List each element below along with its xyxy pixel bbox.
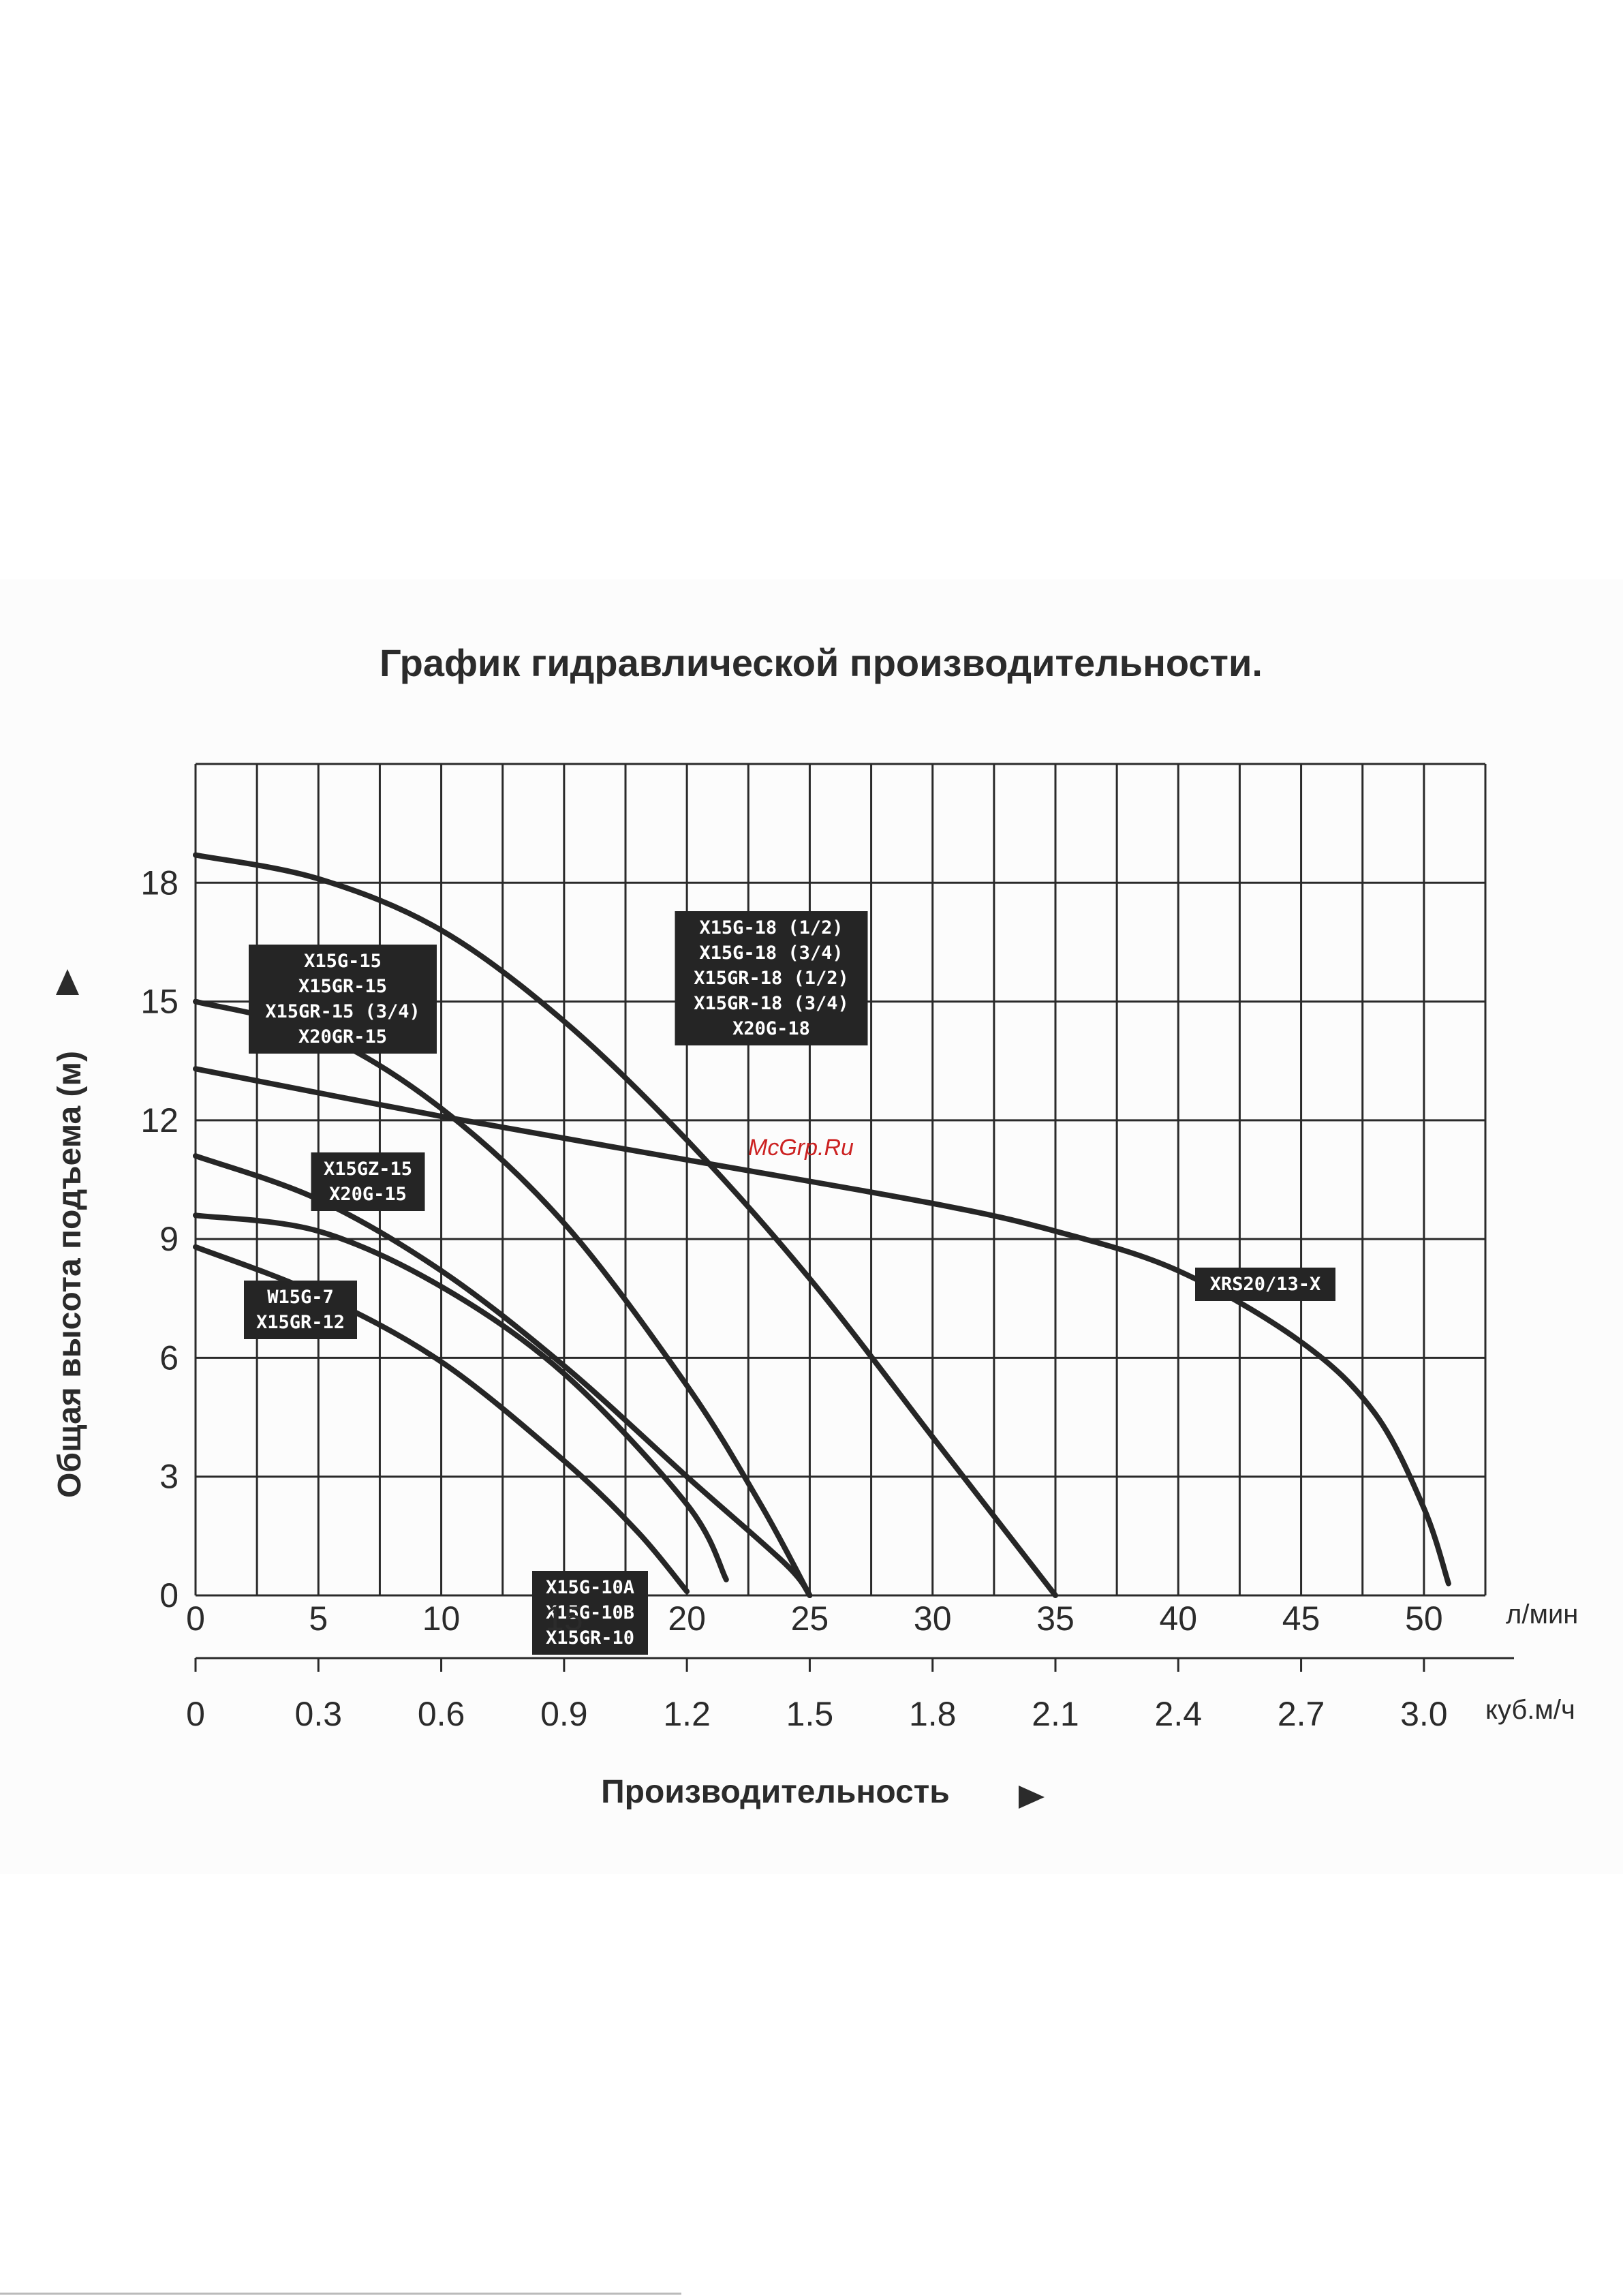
- series-label-text: X15GR-15 (3/4): [265, 1001, 420, 1022]
- y-tick-label: 12: [140, 1101, 179, 1139]
- y-axis-arrow-icon: [56, 969, 79, 995]
- x-tick-label: 50: [1405, 1599, 1443, 1638]
- x2-tick-label: 2.1: [1032, 1695, 1079, 1733]
- y-axis-title: Общая высота подъема (м): [52, 1051, 88, 1498]
- series-label-4: X15G-10A X15G-10B X15GR-10: [532, 1571, 648, 1655]
- x2-tick-label: 2.7: [1278, 1695, 1325, 1733]
- x2-tick-label: 1.5: [786, 1695, 834, 1733]
- chart-panel: График гидравлической производительности…: [0, 579, 1623, 1874]
- series-label-text: X15G-18 (1/2): [699, 917, 843, 938]
- series-label-text: X20GR-15: [298, 1026, 387, 1047]
- series-label-text: X15GR-12: [256, 1312, 345, 1333]
- series-label-0: X15G-18 (1/2) X15G-18 (3/4) X15GR-18 (1/2)…: [675, 911, 868, 1045]
- x-tick-label: 10: [422, 1599, 461, 1638]
- x-tick-label: 40: [1159, 1599, 1197, 1638]
- y-tick-label: 15: [140, 983, 179, 1021]
- series-curve-2: [193, 1066, 1451, 1587]
- x2-tick-label: 0.9: [540, 1695, 588, 1733]
- x2-tick-label: 1.2: [663, 1695, 711, 1733]
- series-label-text: X15GR-18 (3/4): [694, 993, 849, 1014]
- series-label-1: X15G-15 X15GR-15 X15GR-15 (3/4) X20GR-15: [249, 945, 437, 1054]
- x-tick-label: 5: [309, 1599, 328, 1638]
- x-unit-label: л/мин: [1506, 1599, 1578, 1629]
- x-tick-label: 15: [545, 1599, 583, 1638]
- x-axis-title: Производительность: [601, 1774, 950, 1810]
- x-tick-label: 0: [186, 1599, 205, 1638]
- y-tick-label: 9: [159, 1220, 179, 1258]
- series-label-box: [249, 945, 437, 1054]
- y-tick-label: 18: [140, 863, 179, 902]
- x2-tick-label: 0: [186, 1695, 205, 1733]
- chart-title: График гидравлической производительности…: [380, 641, 1263, 684]
- series-label-text: X15G-15: [304, 951, 382, 972]
- series-label-text: X15GZ-15: [324, 1159, 412, 1180]
- series-label-box: [532, 1571, 648, 1655]
- series-label-box: [244, 1281, 357, 1339]
- series-label-text: X15GR-18 (1/2): [694, 968, 849, 989]
- series-label-text: X20G-15: [329, 1184, 407, 1205]
- series-label-text: X15GR-15: [298, 976, 387, 997]
- series-label-text: X15GR-10: [546, 1627, 634, 1649]
- x2-tick-label: 2.4: [1155, 1695, 1203, 1733]
- y-tick-label: 0: [159, 1576, 179, 1614]
- x2-tick-label: 0.3: [295, 1695, 343, 1733]
- x2-tick-label: 3.0: [1400, 1695, 1448, 1733]
- x2-tick-label: 0.6: [418, 1695, 465, 1733]
- x-tick-label: 20: [668, 1599, 706, 1638]
- grid: [194, 763, 1514, 1672]
- x-tick-label: 30: [914, 1599, 952, 1638]
- performance-chart: График гидравлической производительности…: [52, 641, 1578, 1810]
- x-tick-label: 35: [1036, 1599, 1075, 1638]
- x-tick-label: 45: [1282, 1599, 1320, 1638]
- x-tick-label: 25: [791, 1599, 829, 1638]
- series-curve-4: [193, 1212, 729, 1582]
- y-tick-label: 3: [159, 1458, 179, 1496]
- page-bottom-rule: [0, 2293, 681, 2295]
- series-label-text: XRS20/13-X: [1210, 1274, 1321, 1295]
- series-label-3: X15GZ-15 X20G-15: [311, 1152, 425, 1211]
- x-axis-arrow-icon: [1019, 1786, 1045, 1809]
- series-label-box: [311, 1152, 425, 1211]
- x2-tick-label: 1.8: [909, 1695, 957, 1733]
- series-label-text: X15G-10A: [546, 1577, 634, 1598]
- y-tick-label: 6: [159, 1338, 179, 1377]
- x2-unit-label: куб.м/ч: [1485, 1695, 1575, 1725]
- series-labels: X15G-18 (1/2) X15G-18 (3/4) X15GR-18 (1/2)…: [244, 911, 1335, 1655]
- series-label-text: X15G-10B: [546, 1602, 634, 1623]
- series-label-box: [675, 911, 868, 1045]
- series-label-text: X20G-18: [732, 1018, 810, 1039]
- series-label-2: XRS20/13-X: [1195, 1268, 1335, 1301]
- series-label-text: X15G-18 (3/4): [699, 943, 843, 964]
- series-label-5: W15G-7 X15GR-12: [244, 1281, 357, 1339]
- watermark: McGrp.Ru: [748, 1135, 854, 1161]
- series-curve-0: [193, 852, 1058, 1598]
- series-label-text: W15G-7: [267, 1287, 334, 1308]
- series-label-box: [1195, 1268, 1335, 1301]
- tick-labels: 0 5 10 15 20 25 30 35 40 45 500 0.3 0.6 0.9 1.2 1.5 1.8 2…: [140, 863, 1447, 1733]
